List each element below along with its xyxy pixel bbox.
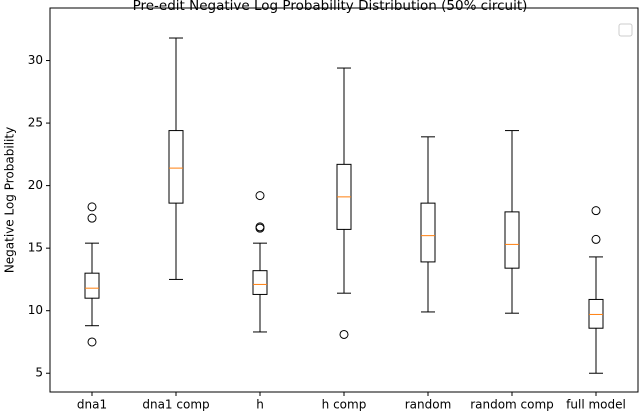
flier [339, 329, 349, 339]
plot-frame [49, 7, 639, 393]
box [420, 202, 436, 263]
box [252, 270, 268, 295]
y-tick-label: 20 [28, 178, 43, 192]
x-tick-label: h [256, 398, 264, 412]
x-tick-label: dna1 comp [142, 398, 209, 412]
x-tick-label: h comp [322, 398, 367, 412]
box [168, 130, 184, 204]
x-tick-label: random [405, 398, 452, 412]
y-tick-label: 25 [28, 116, 43, 130]
flier [87, 202, 97, 212]
legend-box [618, 23, 633, 37]
flier [255, 223, 265, 233]
box [504, 211, 520, 269]
box [588, 298, 604, 329]
flier [255, 191, 265, 201]
flier [591, 234, 601, 244]
x-tick-label: dna1 [77, 398, 107, 412]
y-tick-label: 5 [35, 366, 43, 380]
y-axis-label: Negative Log Probability [3, 127, 17, 273]
flier [87, 213, 97, 223]
y-tick-label: 15 [28, 241, 43, 255]
y-tick-label: 10 [28, 303, 43, 317]
y-tick-label: 30 [28, 53, 43, 67]
chart-title: Pre-edit Negative Log Probability Distri… [133, 0, 528, 14]
flier [591, 206, 601, 216]
x-tick-label: random comp [470, 398, 554, 412]
x-tick-label: full model [566, 398, 626, 412]
box [84, 272, 100, 299]
flier [87, 337, 97, 347]
